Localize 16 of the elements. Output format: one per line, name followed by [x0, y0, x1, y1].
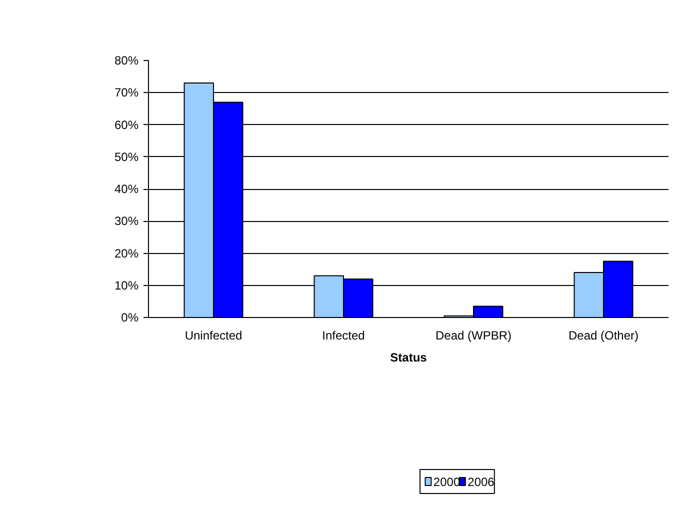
y-tick-label: 0%: [121, 310, 139, 324]
y-tick-label: 40%: [114, 182, 139, 196]
legend-label: 2006: [468, 475, 495, 489]
x-axis-title: Status: [390, 350, 428, 364]
y-tick-label: 60%: [114, 118, 139, 132]
x-tick-label: Dead (WPBR): [435, 328, 512, 342]
y-tick-label: 10%: [114, 278, 139, 292]
x-tick-label: Infected: [322, 328, 365, 342]
y-tick-label: 70%: [114, 86, 139, 100]
y-tick-label: 80%: [114, 54, 139, 68]
y-tick-label: 20%: [114, 246, 139, 260]
y-tick-label: 30%: [114, 214, 139, 228]
legend-label: 2000: [433, 475, 460, 489]
x-tick-label: Dead (Other): [568, 328, 639, 342]
y-tick-label: 50%: [114, 150, 139, 164]
x-tick-label: Uninfected: [184, 328, 242, 342]
